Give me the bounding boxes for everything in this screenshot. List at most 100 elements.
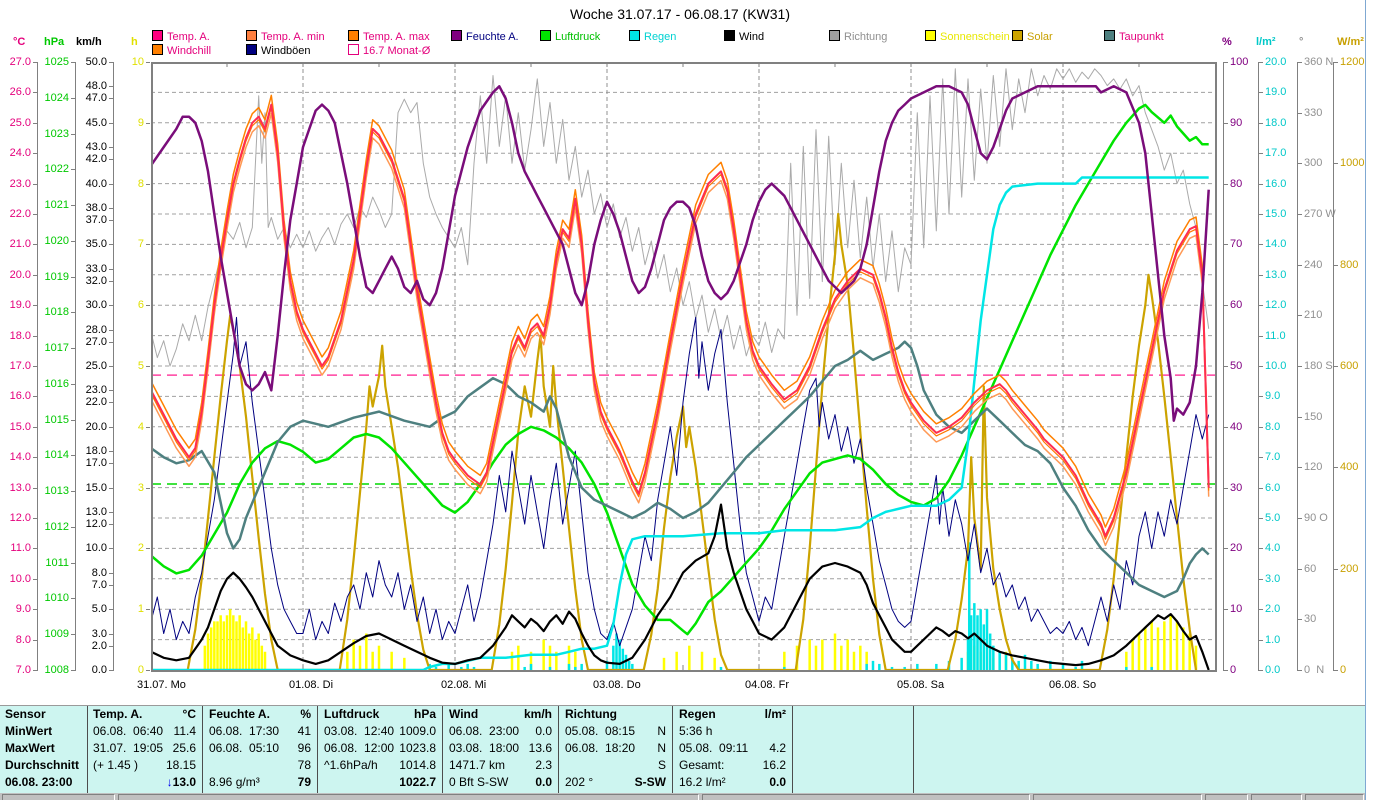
axis-tick <box>1259 305 1263 307</box>
series-temp-a-min <box>151 112 1210 547</box>
axis-label-humidity: 70 <box>1230 238 1243 251</box>
axis-tick <box>71 598 75 600</box>
axis-tick <box>109 451 113 453</box>
axis-label-pressure: 1009 <box>44 628 69 641</box>
status-bar <box>0 793 1366 800</box>
legend-swatch-icon <box>540 30 551 41</box>
axis-label-wind: 22.0 <box>85 396 107 409</box>
axis-label-wind: 47.0 <box>85 92 107 105</box>
axis-tick <box>1334 62 1338 63</box>
x-axis-day-label: 05.08. Sa <box>897 679 945 691</box>
axis-tick <box>71 133 75 135</box>
axis-tick <box>1259 92 1263 94</box>
axis-label-direction: 240 <box>1304 258 1323 271</box>
table-column-unit: l/m² <box>764 707 786 721</box>
axis-tick <box>1298 163 1302 165</box>
axis-tick <box>71 455 75 457</box>
axis-tick <box>109 305 113 307</box>
axis-tick <box>109 511 113 513</box>
table-cell-value: 79 <box>297 775 311 789</box>
axis-unit-sun: h <box>131 36 138 48</box>
axis-unit-rain: l/m² <box>1256 36 1276 48</box>
axis-tick <box>71 97 75 99</box>
axis-label-direction: 210 <box>1304 309 1323 322</box>
axis-tick <box>109 280 113 282</box>
table-column-unit: % <box>300 707 311 721</box>
axis-label-temp: 9.0 <box>15 603 31 616</box>
axis-label-wind: 35.0 <box>85 238 107 251</box>
axis-tick <box>1259 518 1263 519</box>
axis-label-pressure: 1024 <box>44 91 69 104</box>
axis-label-wind: 30.0 <box>85 299 107 312</box>
axis-label-temp: 22.0 <box>9 208 31 220</box>
table-cell-value: 4.2 <box>769 741 786 755</box>
table-column-unit: km/h <box>523 707 552 721</box>
axis-tick <box>33 639 37 641</box>
axis-tick <box>146 487 150 489</box>
legend-swatch-icon <box>1104 30 1115 41</box>
axis-tick <box>109 645 113 647</box>
axis-tick <box>1224 670 1228 671</box>
axis-tick <box>71 526 75 528</box>
axis-line-wind <box>113 62 114 671</box>
x-axis-day-label: 01.08. Di <box>289 679 334 691</box>
axis-tick <box>1259 609 1263 611</box>
axis-tick <box>1259 639 1263 641</box>
series-temp-a- <box>151 103 1210 538</box>
axis-label-rain: 14.0 <box>1265 238 1287 251</box>
axis-label-wind: 42.0 <box>85 153 107 166</box>
axis-label-pressure: 1013 <box>44 485 69 498</box>
legend-label: Feuchte A. <box>466 31 519 43</box>
axis-label-temp: 19.0 <box>9 299 31 312</box>
chart-plot <box>151 62 1217 672</box>
axis-tick <box>33 122 37 124</box>
table-row-label: MinWert <box>5 724 53 738</box>
axis-tick <box>33 366 37 367</box>
axis-label-wind: 12.0 <box>85 518 107 531</box>
axis-tick <box>1259 426 1263 428</box>
legend-label: Windchill <box>167 45 212 57</box>
axis-label-temp: 21.0 <box>9 238 31 251</box>
axis-label-wind: 8.0 <box>91 566 107 579</box>
axis-label-sun: 1 <box>137 603 144 616</box>
table-cell: ^1.6hPa/h <box>324 758 378 772</box>
legend-label: Windböen <box>261 45 311 57</box>
axis-tick <box>109 584 113 586</box>
table-column-empty <box>915 706 1366 793</box>
legend-label: Luftdruck <box>555 31 601 43</box>
table-cell-value: 78 <box>297 758 311 772</box>
axis-tick <box>146 122 150 124</box>
table-cell-value: 1014.8 <box>399 758 436 772</box>
axis-tick <box>71 383 75 385</box>
axis-label-wind: 50.0 <box>85 56 107 68</box>
axis-label-wind: 5.0 <box>91 603 107 616</box>
axis-line-pressure <box>75 62 76 671</box>
axis-label-pressure: 1021 <box>44 199 69 212</box>
axis-label-wind: 48.0 <box>85 80 107 93</box>
axis-label-rain: 1.0 <box>1265 633 1281 646</box>
status-bar-segment <box>118 794 699 800</box>
axis-line-temp <box>37 62 38 671</box>
axis-tick <box>109 341 113 343</box>
axis-tick <box>109 463 113 465</box>
table-column-richtung: Richtung 05.08. 08:15 N 06.08. 18:20 N S 202 °… <box>560 706 673 793</box>
legend-item-windchill: Windchill <box>152 44 212 57</box>
axis-label-rain: 0.0 <box>1265 664 1281 676</box>
axis-tick <box>71 348 75 350</box>
axis-tick <box>1224 122 1228 124</box>
axis-label-direction: 60 <box>1304 562 1317 575</box>
axis-tick <box>1259 578 1263 580</box>
page-title: Woche 31.07.17 - 06.08.17 (KW31) <box>570 6 790 22</box>
axis-label-pressure: 1014 <box>44 449 69 462</box>
axis-tick <box>146 305 150 307</box>
axis-tick <box>33 457 37 459</box>
axis-label-rain: 13.0 <box>1265 268 1287 281</box>
axis-label-temp: 18.0 <box>9 329 31 342</box>
table-cell: 06.08. 23:00 <box>449 724 520 738</box>
axis-tick <box>109 122 113 124</box>
table-cell-value: 0.0 <box>769 775 786 789</box>
axis-line-solar <box>1333 62 1334 671</box>
table-cell: 202 ° <box>565 775 594 789</box>
axis-label-humidity: 10 <box>1230 603 1243 616</box>
legend-label: Sonnenschein <box>940 31 1010 43</box>
